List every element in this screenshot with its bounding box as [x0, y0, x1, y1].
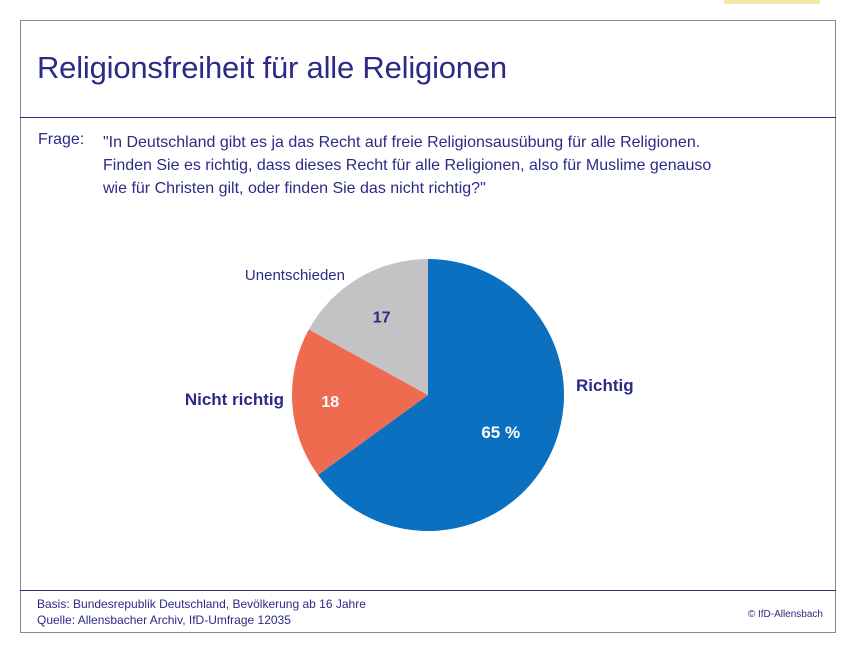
question-line: "In Deutschland gibt es ja das Recht auf… [103, 134, 701, 151]
slice-category-label: Richtig [576, 376, 634, 395]
slide-frame [20, 20, 836, 633]
slice-value-label: 65 % [481, 423, 520, 442]
footer-source: Quelle: Allensbacher Archiv, IfD-Umfrage… [37, 613, 291, 627]
top-accent-bar [724, 0, 820, 4]
slice-category-label: Unentschieden [245, 267, 345, 284]
pie-slice-nicht-richtig [291, 329, 428, 475]
pie-slice-unentschieden [308, 259, 428, 395]
question-label: Frage: [38, 131, 85, 148]
page-title: Religionsfreiheit für alle Religionen [37, 50, 507, 85]
title-divider [20, 117, 836, 118]
footer-basis: Basis: Bundesrepublik Deutschland, Bevöl… [37, 597, 366, 611]
slice-category-label: Nicht richtig [185, 390, 284, 409]
footer-divider [20, 590, 836, 591]
question-line: Finden Sie es richtig, dass dieses Recht… [103, 157, 712, 174]
copyright-notice: © IfD-Allensbach [747, 609, 823, 620]
pie-slice-richtig [317, 259, 564, 531]
slice-value-label: 17 [373, 310, 391, 327]
question-text: "In Deutschland gibt es ja das Recht auf… [103, 131, 803, 200]
question-line: wie für Christen gilt, oder finden Sie d… [103, 180, 486, 197]
slice-value-label: 18 [321, 394, 339, 411]
